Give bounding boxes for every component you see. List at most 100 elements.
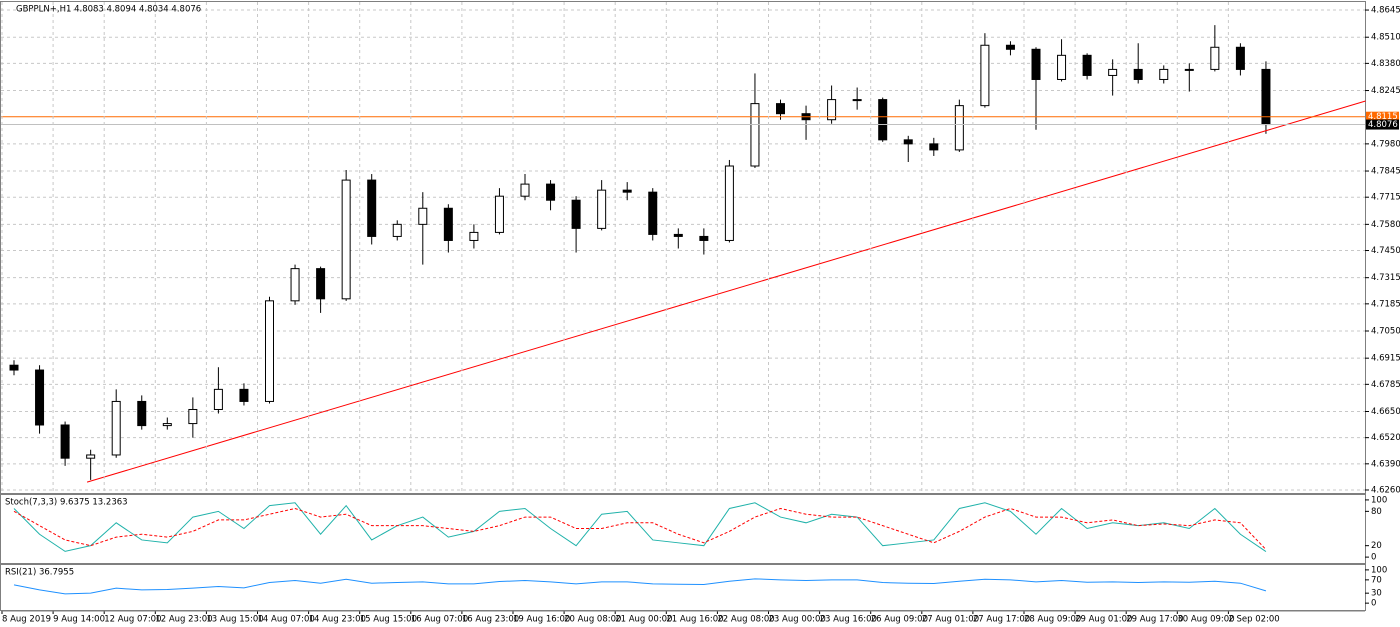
candle-body (571, 199, 581, 229)
candle-body (980, 44, 990, 107)
panel-frame (0, 1, 1366, 494)
x-tick-label: 29 Aug 01:00 (1075, 615, 1132, 625)
candle-body (954, 105, 964, 151)
y-tick-label: 4.7715 (1371, 193, 1400, 203)
x-tick-label: 28 Aug 09:00 (1024, 615, 1081, 625)
candle-body (1082, 54, 1092, 76)
candle-body (852, 99, 862, 102)
candle-body (290, 268, 300, 302)
y-tick-label: 4.7450 (1371, 246, 1400, 256)
candle-body (188, 408, 198, 425)
y-tick-label: 4.8645 (1371, 6, 1400, 16)
x-tick-label: 27 Aug 17:00 (973, 615, 1030, 625)
candle-body (648, 191, 658, 235)
candle-body (929, 143, 939, 151)
y-tick-label: 4.7980 (1371, 139, 1400, 149)
x-tick-label: 23 Aug 16:00 (820, 615, 877, 625)
x-tick-label: 16 Aug 07:00 (411, 615, 468, 625)
candle-body (1005, 44, 1015, 50)
y-tick-label: 0 (1371, 553, 1376, 563)
candle-body (60, 424, 70, 459)
y-tick-label: 4.6915 (1371, 354, 1400, 364)
candle-body (494, 195, 504, 233)
indicator-line (13, 502, 1267, 553)
candle-body (1031, 48, 1041, 80)
candle-body (367, 179, 377, 237)
candle-body (520, 183, 530, 197)
candle-body (86, 454, 96, 459)
y-tick-label: 4.7580 (1371, 220, 1400, 230)
candle-body (1159, 68, 1169, 80)
candle-body (776, 103, 785, 115)
x-tick-label: 21 Aug 16:00 (666, 615, 723, 625)
y-tick-label: 100 (1371, 495, 1387, 505)
candle-body (239, 388, 249, 402)
price-level-box (1366, 111, 1399, 122)
y-tick-label: 4.7185 (1371, 299, 1400, 309)
candle-body (469, 231, 479, 241)
candle-body (878, 99, 888, 141)
candle-body (1108, 68, 1118, 76)
price-level-label: 4.8115 (1368, 112, 1398, 122)
x-tick-label: 30 Aug 09:00 (1177, 615, 1234, 625)
candle-body (341, 179, 351, 300)
candle-body (443, 207, 453, 241)
candle-body (903, 139, 913, 145)
x-tick-label: 26 Aug 09:00 (871, 615, 928, 625)
y-tick-label: 100 (1371, 565, 1387, 575)
x-tick-label: 14 Aug 23:00 (309, 615, 366, 625)
candle-body (265, 300, 274, 402)
y-tick-label: 30 (1371, 589, 1382, 599)
panel-title: GBPPLN+,H1 4.8083 4.8094 4.8034 4.8076 (16, 5, 201, 15)
candle-body (418, 207, 428, 225)
x-tick-label: 12 Aug 23:00 (155, 615, 212, 625)
candle-body (750, 103, 760, 167)
candle-body (213, 388, 223, 410)
y-tick-label: 4.6520 (1371, 433, 1400, 443)
y-tick-label: 4.6260 (1371, 485, 1400, 495)
candle-body (1210, 46, 1220, 70)
y-tick-label: 80 (1371, 507, 1382, 517)
trendline (86, 100, 1366, 483)
x-tick-label: 15 Aug 15:00 (360, 615, 417, 625)
candle-body (137, 400, 147, 427)
y-tick-label: 20 (1371, 541, 1382, 551)
y-tick-label: 4.8510 (1371, 33, 1400, 43)
y-tick-label: 4.6785 (1371, 380, 1400, 390)
x-tick-label: 2 Sep 02:00 (1228, 615, 1279, 625)
y-tick-label: 4.7845 (1371, 167, 1400, 177)
y-tick-label: 70 (1371, 575, 1382, 585)
indicator-line (13, 578, 1267, 595)
candle-body (597, 189, 607, 229)
candle-body (162, 423, 172, 427)
candle-body (111, 400, 121, 456)
candle-body (1235, 46, 1245, 70)
x-tick-label: 14 Aug 07:00 (258, 615, 315, 625)
candle-body (392, 223, 402, 237)
x-tick-label: 27 Aug 01:00 (922, 615, 979, 625)
x-tick-label: 29 Aug 17:00 (1126, 615, 1183, 625)
y-tick-label: 4.8245 (1371, 86, 1400, 96)
candle-body (35, 369, 45, 426)
x-tick-label: 12 Aug 07:00 (104, 615, 161, 625)
x-tick-label: 22 Aug 08:00 (717, 615, 774, 625)
x-tick-label: 20 Aug 08:00 (564, 615, 621, 625)
candle-body (9, 364, 19, 371)
x-tick-label: 23 Aug 00:00 (769, 615, 826, 625)
y-tick-label: 0 (1371, 599, 1376, 609)
x-tick-label: 21 Aug 00:00 (615, 615, 672, 625)
y-tick-label: 4.6390 (1371, 459, 1400, 469)
candle-body (1057, 54, 1067, 80)
panel-title: Stoch(7,3,3) 9.6375 13.2363 (5, 498, 128, 508)
candle-body (1184, 68, 1194, 71)
y-tick-label: 4.8380 (1371, 59, 1400, 69)
panel-title: RSI(21) 36.7955 (5, 568, 74, 578)
x-tick-label: 16 Aug 23:00 (462, 615, 519, 625)
candle-body (546, 183, 556, 201)
panel-frame (0, 494, 1366, 564)
candle-body (673, 233, 683, 237)
y-tick-label: 4.6650 (1371, 407, 1400, 417)
indicator-line (13, 507, 1267, 550)
x-tick-label: 13 Aug 15:00 (206, 615, 263, 625)
